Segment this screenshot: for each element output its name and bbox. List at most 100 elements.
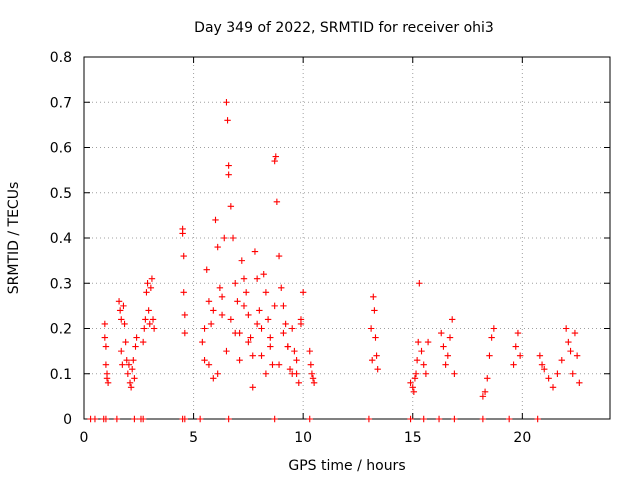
- data-point: [205, 298, 213, 305]
- data-point: [150, 325, 158, 332]
- data-point: [554, 370, 561, 377]
- y-tick-label: 0.2: [50, 322, 72, 338]
- data-point: [286, 366, 294, 373]
- data-point: [565, 338, 572, 346]
- data-point: [512, 343, 519, 350]
- data-point: [481, 388, 489, 396]
- data-point: [407, 379, 414, 386]
- data-point: [131, 375, 138, 382]
- data-point: [442, 361, 449, 368]
- data-point: [91, 415, 99, 423]
- data-point: [227, 316, 235, 323]
- data-point: [297, 320, 305, 328]
- data-point: [242, 289, 250, 296]
- x-tick-label: 5: [189, 430, 198, 446]
- data-point: [451, 370, 458, 377]
- data-point: [410, 388, 418, 396]
- data-point: [251, 248, 259, 255]
- y-tick-label: 0.4: [50, 231, 72, 247]
- data-point: [440, 343, 447, 350]
- data-point: [180, 252, 187, 260]
- data-point: [232, 280, 239, 287]
- data-point: [262, 370, 270, 377]
- data-point: [125, 361, 133, 368]
- data-point: [451, 415, 458, 423]
- data-point: [449, 316, 456, 323]
- data-point: [205, 361, 213, 368]
- data-point: [306, 347, 313, 355]
- data-point: [373, 352, 380, 359]
- data-point: [514, 329, 522, 337]
- data-point: [569, 370, 576, 377]
- data-point: [369, 356, 376, 364]
- data-point: [307, 361, 315, 368]
- data-point: [490, 325, 498, 332]
- data-point: [249, 384, 256, 391]
- x-tick-label: 0: [80, 430, 89, 446]
- data-point: [435, 415, 443, 423]
- data-point: [118, 316, 125, 323]
- data-point: [223, 99, 230, 106]
- data-point: [479, 415, 487, 423]
- data-point: [262, 289, 270, 296]
- x-tick-label: 15: [404, 430, 422, 446]
- data-point: [272, 153, 279, 160]
- data-point: [120, 302, 127, 310]
- data-point: [269, 361, 276, 368]
- data-point: [280, 302, 287, 310]
- y-tick-label: 0.5: [50, 186, 72, 202]
- data-point: [309, 375, 317, 382]
- data-point: [280, 329, 287, 337]
- data-point: [113, 415, 121, 423]
- data-point: [245, 311, 252, 319]
- data-point: [275, 252, 283, 260]
- data-point: [116, 307, 124, 314]
- data-point: [132, 343, 139, 350]
- data-point: [145, 307, 152, 314]
- data-point: [534, 415, 541, 423]
- data-point: [289, 370, 296, 377]
- data-point: [413, 356, 421, 364]
- data-point: [258, 352, 265, 359]
- data-point: [267, 343, 274, 350]
- data-point: [218, 293, 226, 301]
- data-point: [240, 275, 248, 282]
- data-point: [181, 311, 189, 319]
- data-point: [536, 352, 544, 359]
- data-point: [407, 415, 414, 423]
- data-point: [545, 375, 552, 382]
- data-point: [541, 366, 548, 373]
- data-point: [103, 375, 111, 382]
- data-point: [149, 316, 157, 323]
- data-point: [143, 289, 150, 296]
- data-point: [486, 352, 493, 359]
- data-point: [234, 298, 241, 305]
- data-point: [133, 334, 140, 341]
- data-point: [199, 338, 206, 346]
- data-point: [416, 280, 423, 287]
- data-point: [101, 320, 109, 328]
- data-point: [123, 356, 130, 364]
- x-axis-label: GPS time / hours: [288, 458, 405, 474]
- data-point: [124, 370, 132, 377]
- data-point: [371, 307, 378, 314]
- data-point: [201, 325, 208, 332]
- y-tick-label: 0.6: [50, 141, 72, 157]
- data-point: [516, 352, 524, 359]
- data-point: [210, 375, 217, 382]
- data-point: [225, 162, 232, 169]
- plot-frame: [83, 56, 611, 420]
- data-point: [438, 329, 445, 337]
- data-point: [240, 302, 248, 310]
- data-point: [203, 266, 210, 273]
- data-point: [249, 352, 256, 359]
- data-point: [131, 415, 138, 423]
- data-point: [214, 243, 221, 251]
- data-point: [284, 343, 292, 350]
- data-point: [212, 216, 219, 224]
- data-point: [271, 415, 278, 423]
- y-tick-label: 0.7: [50, 95, 72, 111]
- data-point: [558, 356, 565, 364]
- y-tick-label: 0.3: [50, 276, 72, 292]
- data-point: [201, 356, 208, 364]
